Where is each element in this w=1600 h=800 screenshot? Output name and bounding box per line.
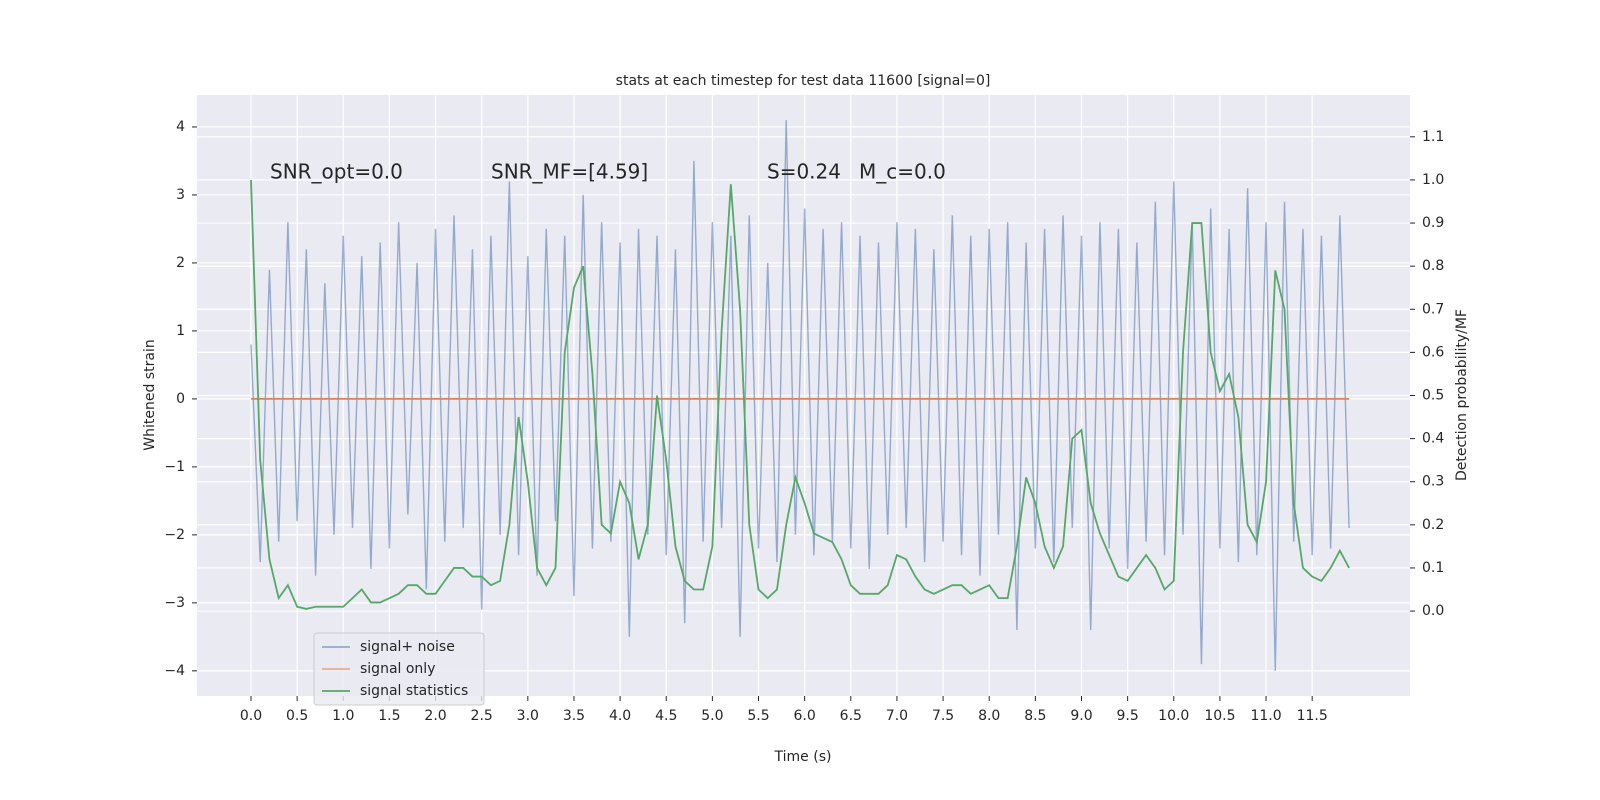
chart-title: stats at each timestep for test data 116… (616, 73, 991, 89)
y2-tick-label: 0.3 (1422, 474, 1444, 490)
x-tick-label: 10.5 (1204, 708, 1235, 724)
x-tick-label: 3.0 (517, 708, 539, 724)
x-tick-label: 2.0 (424, 708, 446, 724)
y-tick-label: −1 (164, 459, 185, 475)
x-tick-label: 1.5 (378, 708, 400, 724)
x-tick-label: 4.0 (609, 708, 631, 724)
x-tick-label: 5.5 (747, 708, 769, 724)
x-tick-label: 2.5 (471, 708, 493, 724)
x-tick-label: 8.0 (978, 708, 1000, 724)
y2-tick-label: 0.9 (1422, 215, 1444, 231)
annotation: S=0.24 (767, 160, 841, 184)
annotation: SNR_opt=0.0 (270, 160, 403, 184)
y-tick-label: −3 (164, 595, 185, 611)
x-tick-label: 8.5 (1024, 708, 1046, 724)
y2-tick-label: 1.1 (1422, 129, 1444, 145)
y2-tick-label: 0.1 (1422, 560, 1444, 576)
y2-tick-label: 0.0 (1422, 603, 1444, 619)
series-line (250, 120, 1350, 671)
y-axis-label: Whitened strain (142, 339, 158, 450)
y2-tick-label: 0.6 (1422, 344, 1444, 360)
x-tick-label: 11.5 (1297, 708, 1328, 724)
x-axis-label: Time (s) (774, 749, 832, 765)
x-tick-label: 5.0 (701, 708, 723, 724)
legend-label: signal statistics (360, 683, 468, 699)
y2-axis-label: Detection probability/MF (1454, 309, 1470, 481)
y-tick-label: −2 (164, 527, 185, 543)
x-tick-label: 0.5 (286, 708, 308, 724)
y2-tick-label: 1.0 (1422, 172, 1444, 188)
y2-tick-label: 0.2 (1422, 517, 1444, 533)
y-tick-label: −4 (164, 663, 185, 679)
legend-label: signal+ noise (360, 639, 455, 655)
x-tick-label: 9.0 (1070, 708, 1092, 724)
x-tick-label: 7.0 (886, 708, 908, 724)
x-tick-label: 10.0 (1158, 708, 1189, 724)
series-line (250, 179, 1350, 610)
y2-tick-label: 0.7 (1422, 301, 1444, 317)
annotation: SNR_MF=[4.59] (491, 160, 648, 184)
y-tick-label: 4 (176, 119, 185, 135)
x-tick-label: 9.5 (1116, 708, 1138, 724)
x-tick-label: 6.0 (794, 708, 816, 724)
legend-label: signal only (360, 661, 435, 677)
annotation: M_c=0.0 (859, 160, 946, 184)
x-tick-label: 4.5 (655, 708, 677, 724)
legend-box (313, 632, 485, 706)
y2-tick-label: 0.8 (1422, 258, 1444, 274)
x-tick-label: 7.5 (932, 708, 954, 724)
y-tick-label: 2 (176, 255, 185, 271)
y-tick-label: 3 (176, 187, 185, 203)
x-tick-label: 1.0 (332, 708, 354, 724)
x-tick-label: 11.0 (1250, 708, 1281, 724)
x-tick-label: 3.5 (563, 708, 585, 724)
y-tick-label: 0 (176, 391, 185, 407)
x-tick-label: 6.5 (840, 708, 862, 724)
grid (197, 95, 1410, 696)
y2-tick-label: 0.4 (1422, 431, 1444, 447)
y2-tick-label: 0.5 (1422, 388, 1444, 404)
y-tick-label: 1 (176, 323, 185, 339)
x-tick-label: 0.0 (240, 708, 262, 724)
